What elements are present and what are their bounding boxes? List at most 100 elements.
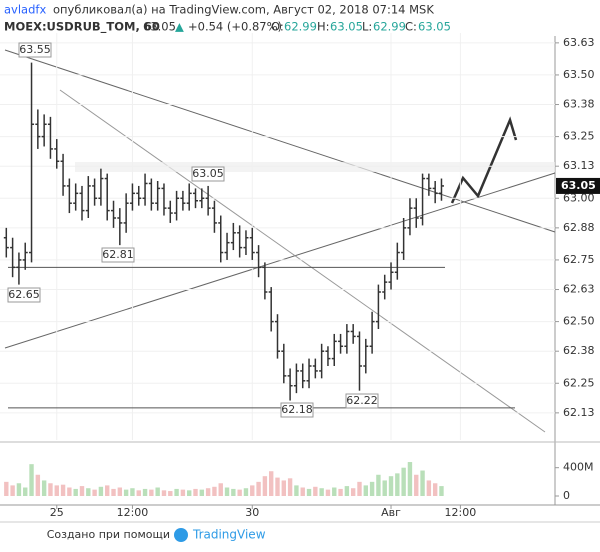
volume-bar <box>73 488 78 496</box>
price-label-box <box>191 166 225 182</box>
volume-bar <box>407 462 413 496</box>
volume-bar <box>294 485 299 496</box>
volume-bar <box>117 487 123 496</box>
y-tick-label: 63.13 <box>563 159 595 172</box>
volume-bar <box>180 489 186 496</box>
volume-bar <box>382 480 387 496</box>
y-tick-label: 63.25 <box>563 130 595 143</box>
y-tick-label: 62.50 <box>563 315 595 328</box>
change: +0.54 (+0.87%) <box>188 20 282 34</box>
trendline <box>59 89 546 433</box>
volume-bar <box>243 488 249 496</box>
price-label-box <box>345 393 379 409</box>
volume-bar <box>86 488 91 496</box>
brand[interactable]: TradingView <box>192 528 266 542</box>
volume-bar <box>136 490 141 496</box>
volume-bar <box>281 480 287 496</box>
volume-bar <box>268 471 274 496</box>
volume-bar <box>231 488 236 496</box>
volume-bar <box>414 474 419 496</box>
y-tick-label: 62.88 <box>563 221 595 234</box>
symbol: MOEX:USDRUB_TOM, 60 <box>4 20 160 35</box>
price-label: 63.05 <box>192 167 224 180</box>
x-tick-label: Авг <box>381 506 401 519</box>
arrow: ▲ <box>175 20 184 34</box>
volume-bar <box>60 484 66 496</box>
author[interactable]: avladfx <box>4 3 46 17</box>
volume-bar <box>199 489 205 496</box>
brand-logo <box>174 528 188 542</box>
volume-tick-label: 0 <box>563 489 570 502</box>
volume-bar <box>313 486 318 496</box>
volume-bar <box>401 467 406 496</box>
volume-bar <box>376 474 381 496</box>
x-tick-label: 12:00 <box>445 506 477 519</box>
volume-bar <box>67 487 72 496</box>
volume-bar <box>439 486 444 496</box>
price-label-box <box>280 402 314 418</box>
x-tick-label: 25 <box>50 506 64 519</box>
volume-bar <box>142 488 148 496</box>
volume-bar <box>432 483 438 496</box>
volume-bar <box>92 489 97 496</box>
volume-bar <box>205 488 211 496</box>
volume-bar <box>319 488 324 496</box>
volume-bar <box>357 481 362 496</box>
last-price-label: 63.05 <box>561 179 596 192</box>
price-label: 63.55 <box>19 43 51 56</box>
x-tick-label: 12:00 <box>117 506 149 519</box>
volume-bar <box>306 488 312 496</box>
volume-bar <box>23 487 28 496</box>
volume-bar <box>48 483 53 496</box>
volume-bar <box>187 490 192 496</box>
volume-bar <box>363 485 368 496</box>
volume-bar <box>344 486 350 496</box>
volume-bar <box>149 489 154 496</box>
volume-bar <box>161 490 167 496</box>
trendline <box>4 172 556 349</box>
volume-bar <box>395 473 400 496</box>
volume-bar <box>287 478 293 496</box>
volume-bar <box>10 485 15 496</box>
made-with: Создано при помощи <box>47 528 170 541</box>
volume-bar <box>250 485 255 496</box>
y-tick-label: 63.38 <box>563 98 595 111</box>
volume-bar <box>224 487 230 496</box>
y-tick-label: 62.75 <box>563 253 595 266</box>
price-label-box <box>18 42 52 58</box>
price-label: 62.65 <box>8 288 40 301</box>
l-label: L: <box>362 20 372 34</box>
price-label: 62.18 <box>281 403 313 416</box>
l-value: 62.99 <box>373 20 406 34</box>
volume-bar <box>369 481 375 496</box>
volume-bar <box>275 477 280 496</box>
last-price-box <box>556 177 600 194</box>
last: 63.05 <box>143 20 176 34</box>
volume-bar <box>35 474 41 496</box>
price-label-box <box>101 247 135 263</box>
volume-bar <box>29 464 34 496</box>
volume-bar <box>420 470 425 496</box>
volume-bar <box>212 486 217 496</box>
plot <box>0 36 600 523</box>
volume-bar <box>350 488 356 496</box>
volume-bar <box>332 487 337 496</box>
volume-bar <box>41 480 47 496</box>
volume-bar <box>325 489 331 496</box>
y-tick-label: 62.38 <box>563 344 595 357</box>
zone <box>75 162 555 172</box>
volume-bar <box>111 488 116 496</box>
volume-bar <box>168 491 173 496</box>
y-tick-label: 63.50 <box>563 68 595 81</box>
volume-bar <box>54 485 59 496</box>
volume-bar <box>338 488 343 496</box>
volume-bar <box>193 488 198 496</box>
volume-bar <box>79 486 85 496</box>
c-label: C: <box>405 20 417 34</box>
volume-bar <box>218 483 223 496</box>
price-label: 62.81 <box>102 248 134 261</box>
volume-bar <box>256 481 261 496</box>
volume-bar <box>155 487 160 496</box>
